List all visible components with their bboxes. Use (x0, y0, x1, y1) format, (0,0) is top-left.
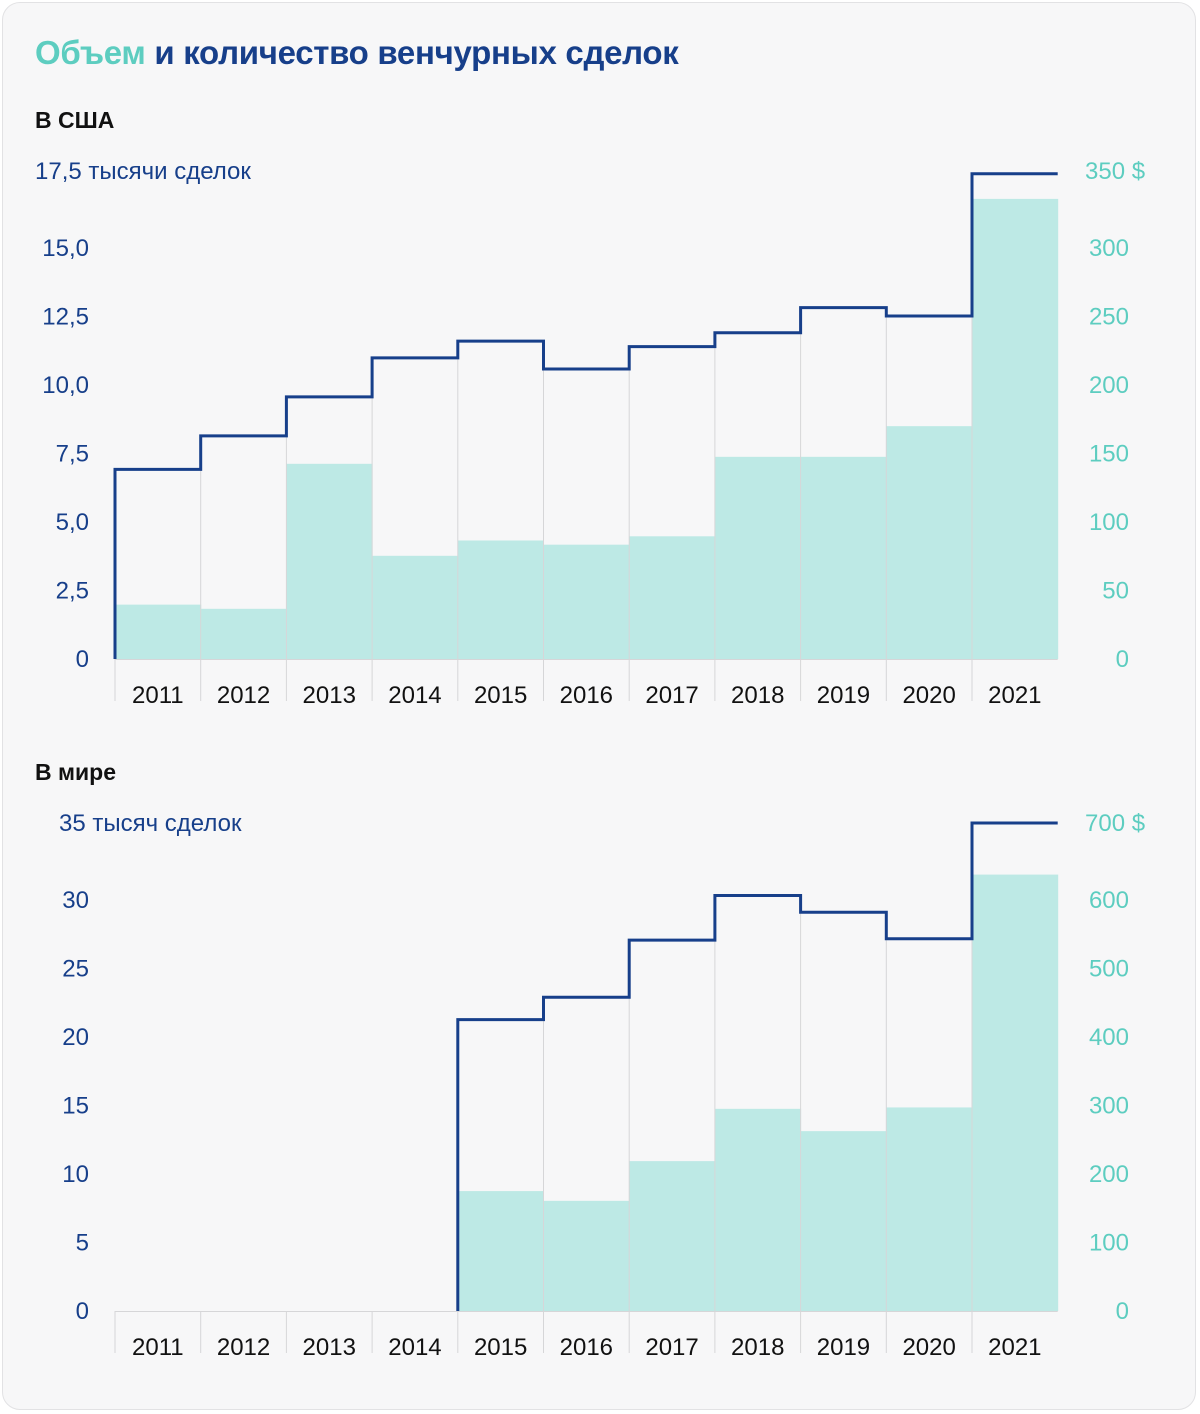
x-tick-label-2019: 2019 (817, 682, 870, 709)
x-tick-label-2017: 2017 (645, 682, 698, 709)
left-tick-label: 20 (62, 1024, 89, 1051)
volume-bar-2018 (714, 456, 802, 659)
left-tick-label: 5,0 (56, 509, 89, 536)
x-tick-label-2018: 2018 (731, 682, 784, 709)
left-tick-label: 2,5 (56, 578, 89, 605)
right-axis-label: 700 $ (1085, 810, 1145, 837)
right-axis-label: 350 $ (1085, 158, 1145, 185)
world-chart: 2011 2012 2013 2014 2015 2016 2017 2018 2019 2020… (59, 810, 1145, 1361)
volume-bar-2019 (800, 1131, 887, 1311)
volume-bar-2018 (714, 1108, 802, 1311)
x-tick-label-2021: 2021 (988, 1334, 1041, 1361)
usa-section-title: В США (35, 107, 115, 133)
volume-bar-2014 (372, 555, 459, 659)
right-tick-label: 200 (1089, 372, 1129, 399)
right-tick-label: 300 (1089, 235, 1129, 262)
x-tick-label-2011: 2011 (132, 1334, 184, 1361)
volume-bar-2017 (629, 1161, 716, 1311)
left-tick-label: 25 (62, 956, 89, 983)
deal-count-step-line (456, 821, 1058, 1311)
left-tick-label: 0 (76, 646, 89, 673)
left-tick-label: 12,5 (42, 304, 89, 331)
volume-bar-2015 (457, 1191, 544, 1311)
volume-bar-2020 (886, 1107, 973, 1311)
left-tick-label: 10 (62, 1161, 89, 1188)
x-tick-label-2020: 2020 (902, 1334, 955, 1361)
left-tick-label: 15 (62, 1093, 89, 1120)
x-tick-label-2014: 2014 (388, 1334, 441, 1361)
left-axis-label: 35 тысяч сделок (59, 810, 242, 837)
x-tick-label-2020: 2020 (902, 682, 955, 709)
volume-bar-2015 (457, 540, 544, 659)
volume-bar-2011 (115, 604, 202, 659)
x-tick-label-2018: 2018 (731, 1334, 784, 1361)
right-tick-label: 300 (1089, 1093, 1129, 1120)
left-tick-label: 30 (62, 887, 89, 914)
x-tick-label-2014: 2014 (388, 682, 441, 709)
left-axis-label: 17,5 тысячи сделок (35, 158, 251, 185)
left-tick-label: 5 (76, 1230, 89, 1257)
x-tick-label-2015: 2015 (474, 1334, 527, 1361)
left-tick-label: 7,5 (56, 441, 89, 468)
usa-chart: 2011 2012 2013 2014 2015 2016 2017 2018 2019 2020… (35, 158, 1145, 709)
right-tick-label: 50 (1102, 578, 1129, 605)
x-tick-label-2021: 2021 (988, 682, 1041, 709)
volume-bar-2012 (200, 608, 287, 659)
volume-bar-2013 (286, 463, 373, 659)
right-tick-label: 100 (1089, 509, 1129, 536)
volume-bar-2019 (800, 456, 887, 659)
volume-bar-2016 (543, 544, 630, 659)
left-tick-label: 15,0 (42, 235, 89, 262)
volume-bar-2016 (543, 1200, 630, 1311)
right-tick-label: 600 (1089, 887, 1129, 914)
x-tick-label-2011: 2011 (132, 682, 184, 709)
x-tick-label-2015: 2015 (474, 682, 527, 709)
volume-bar-2021 (972, 874, 1059, 1311)
title-accent: Объем (35, 34, 146, 71)
right-tick-label: 0 (1116, 646, 1129, 673)
right-tick-label: 200 (1089, 1161, 1129, 1188)
x-tick-label-2012: 2012 (217, 1334, 270, 1361)
volume-bar-2017 (629, 536, 716, 659)
x-tick-label-2013: 2013 (303, 1334, 356, 1361)
x-tick-label-2013: 2013 (303, 682, 356, 709)
world-section-title: В мире (35, 759, 116, 785)
title-rest: и количество венчурных сделок (154, 34, 679, 71)
right-tick-label: 250 (1089, 304, 1129, 331)
page-title: Объем и количество венчурных сделок (35, 34, 679, 72)
volume-bar-2020 (886, 426, 973, 659)
right-tick-label: 0 (1116, 1298, 1129, 1325)
x-tick-label-2016: 2016 (560, 1334, 613, 1361)
x-tick-label-2012: 2012 (217, 682, 270, 709)
right-tick-label: 400 (1089, 1024, 1129, 1051)
left-tick-label: 0 (76, 1298, 89, 1325)
left-tick-label: 10,0 (42, 372, 89, 399)
right-tick-label: 100 (1089, 1230, 1129, 1257)
deal-count-step-line (113, 172, 1058, 659)
volume-bar-2021 (972, 198, 1059, 659)
right-tick-label: 150 (1089, 441, 1129, 468)
x-tick-label-2017: 2017 (645, 1334, 698, 1361)
x-tick-label-2016: 2016 (560, 682, 613, 709)
right-tick-label: 500 (1089, 956, 1129, 983)
x-tick-label-2019: 2019 (817, 1334, 870, 1361)
